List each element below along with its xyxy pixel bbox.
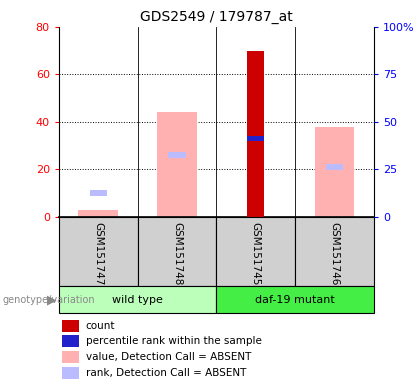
Bar: [168, 152, 186, 158]
Bar: [326, 164, 343, 170]
Text: value, Detection Call = ABSENT: value, Detection Call = ABSENT: [86, 352, 251, 362]
Bar: [59, 286, 216, 313]
Text: daf-19 mutant: daf-19 mutant: [255, 295, 335, 305]
Title: GDS2549 / 179787_at: GDS2549 / 179787_at: [140, 10, 293, 25]
Text: GSM151746: GSM151746: [329, 222, 339, 286]
Bar: [138, 217, 216, 286]
Bar: [62, 351, 79, 363]
Bar: [62, 320, 79, 332]
Bar: [89, 190, 107, 196]
Text: wild type: wild type: [112, 295, 163, 305]
Bar: [79, 210, 118, 217]
Text: GSM151745: GSM151745: [251, 222, 261, 286]
Bar: [247, 51, 264, 217]
Text: GSM151748: GSM151748: [172, 222, 182, 286]
Bar: [247, 136, 264, 141]
Text: count: count: [86, 321, 115, 331]
Bar: [157, 113, 197, 217]
Bar: [247, 136, 264, 142]
Text: percentile rank within the sample: percentile rank within the sample: [86, 336, 261, 346]
Text: GSM151747: GSM151747: [93, 222, 103, 286]
Bar: [59, 217, 138, 286]
Text: rank, Detection Call = ABSENT: rank, Detection Call = ABSENT: [86, 368, 246, 378]
Bar: [216, 286, 374, 313]
Bar: [295, 217, 374, 286]
Bar: [62, 367, 79, 379]
Text: ▶: ▶: [47, 293, 57, 306]
Bar: [62, 335, 79, 348]
Bar: [315, 127, 354, 217]
Text: genotype/variation: genotype/variation: [2, 295, 95, 305]
Bar: [216, 217, 295, 286]
